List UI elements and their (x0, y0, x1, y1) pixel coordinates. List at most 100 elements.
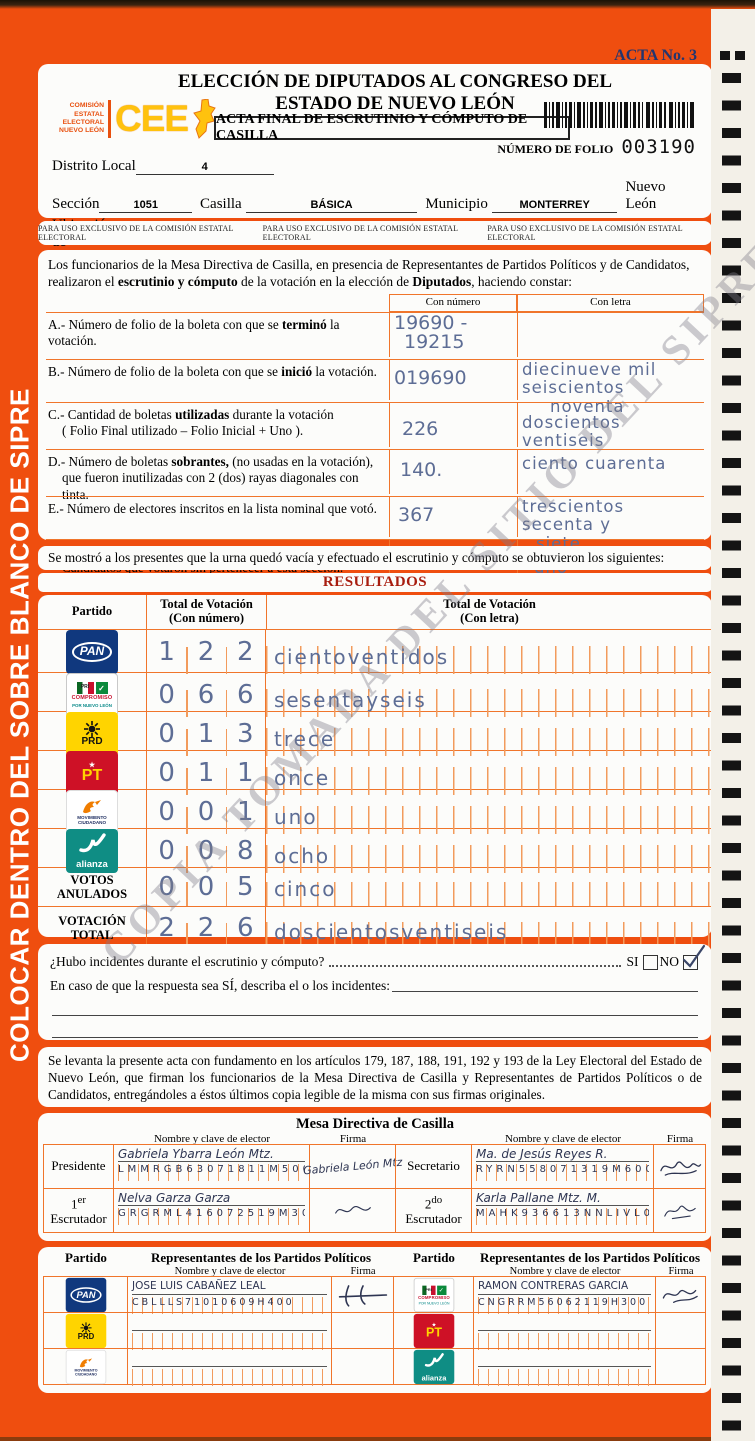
pri-rep-nombre-cell: RAMON CONTRERAS GARCIA CNGRRM56062119H30… (473, 1276, 656, 1314)
votacion-total-label: VOTACIÓN TOTAL (58, 913, 126, 942)
anulados-votes-letra: cinco (266, 868, 712, 906)
votos-anulados-label: VOTOS ANULADOS (56, 872, 128, 901)
exclusive-use-text: PARA USO EXCLUSIVO DE LA COMISIÓN ESTATA… (487, 224, 683, 242)
prd-rep-nombre-cell (127, 1312, 332, 1350)
page-title: ELECCIÓN DE DIPUTADOS AL CONGRESO DEL ES… (177, 71, 613, 114)
signature-scribble (334, 1205, 371, 1214)
barcode (544, 102, 694, 128)
reps-header-row2: Nombre y clave de elector Firma Nombre y… (44, 1266, 706, 1277)
intro-paragraph: Los funcionarios de la Mesa Directiva de… (48, 257, 690, 290)
incidents-describe-row: En caso de que la respuesta sea SÍ, desc… (50, 978, 700, 994)
secretario-nombre-cell: Ma. de Jesús Reyes R. RYRN558071319M600 (471, 1144, 654, 1189)
item-e-label: E.- Número de electores inscritos en la … (46, 496, 389, 539)
col-con-letra: Total de Votación (Con letra) (266, 595, 712, 629)
reps-col-title2: Representantes de los Partidos Políticos (479, 1250, 701, 1265)
movimiento-ciudadano-logo-icon: MOVIMIENTO CIUDADANO (65, 1349, 106, 1384)
item-a-label: A.- Número de folio de la boleta con que… (46, 312, 389, 359)
cee-acronym: CEE (115, 98, 189, 139)
representantes-panel: Partido Representantes de los Partidos P… (38, 1247, 712, 1393)
pri-rep-firma-cell (655, 1276, 706, 1313)
alianza-logo-icon: alianza (66, 829, 118, 873)
binding-dashes (722, 73, 741, 1431)
mesa-col-firma: Firma (339, 1133, 367, 1145)
pan-logo-icon: PAN (65, 1277, 106, 1312)
total-votes-letra: doscientosventiseis (266, 907, 712, 949)
punch-strip (711, 7, 755, 1441)
alianza-rep-nombre-cell (473, 1348, 656, 1386)
exclusive-use-text: PARA USO EXCLUSIVO DE LA COMISIÓN ESTATA… (38, 224, 234, 242)
item-e-number: 367 (389, 496, 517, 538)
secretario-label: Secretario (395, 1144, 472, 1189)
seccion-value: 1051 (99, 199, 193, 213)
escrutador2-label: 2do Escrutador (395, 1188, 472, 1233)
seccion-label: Sección (52, 196, 100, 212)
mc-rep-nombre-cell (127, 1348, 332, 1386)
item-b-letra: diecinueve mil seiscientos noventa (517, 359, 704, 415)
side-instruction-label: COLOCAR DENTRO DEL SOBRE BLANCO DE SIPRE (4, 388, 35, 1062)
results-title: RESULTADOS (322, 574, 428, 590)
con-numero-header: Con número (389, 294, 517, 313)
folio-row: NÚMERO DE FOLIO 003190 (497, 136, 696, 158)
mesa-col-firma2: Firma (666, 1133, 694, 1145)
item-c-number: 226 (389, 402, 517, 448)
item-c-label: C.- Cantidad de boletas utilizadas duran… (46, 402, 389, 449)
legal-text: Se levanta la presente acta con fundamen… (48, 1053, 702, 1103)
exclusive-use-strip: PARA USO EXCLUSIVO DE LA COMISIÓN ESTATA… (38, 221, 712, 245)
secretario-firma-cell (653, 1144, 706, 1189)
dotted-leader (329, 965, 622, 967)
movimiento-ciudadano-logo-icon: MOVIMIENTO CIUDADANO (66, 790, 118, 834)
mc-votes-letra: uno (266, 790, 712, 834)
distrito-value: 4 (135, 161, 274, 175)
si-label: SI (626, 954, 639, 969)
header-panel: ELECCIÓN DE DIPUTADOS AL CONGRESO DEL ES… (38, 64, 718, 284)
pt-rep-nombre-cell (473, 1312, 656, 1350)
pt-logo-icon: ★ PT (413, 1313, 454, 1348)
col-partido: Partido (71, 604, 113, 619)
prd-rep-firma-cell (331, 1312, 394, 1349)
reps-col-firma2: Firma (668, 1266, 694, 1277)
mesa-col-nombre2: Nombre y clave de elector (504, 1133, 622, 1145)
item-e-letra: trescientos secenta y siete (517, 496, 704, 552)
describe-label: En caso de que la respuesta sea SÍ, desc… (50, 978, 391, 993)
presidente-label: Presidente (43, 1144, 114, 1189)
item-d-number: 140. (389, 449, 517, 495)
municipio-label: Municipio (425, 196, 488, 212)
reps-grid: PAN JOSE LUIS CABAÑEZ LEAL CBLLLS7101060… (43, 1276, 706, 1386)
signature-scribble (659, 1160, 701, 1176)
item-c-letra: doscientos ventiseis (517, 402, 704, 450)
registration-marks (720, 51, 745, 60)
escrutador2-nombre-cell: Karla Pallane Mtz. M. MAHK936613NNLIVL06 (471, 1188, 654, 1233)
casilla-label: Casilla (200, 196, 242, 212)
mesa-col-nombre: Nombre y clave de elector (153, 1133, 271, 1145)
mesa-title: Mesa Directiva de Casilla (296, 1116, 454, 1132)
exclusive-use-text: PARA USO EXCLUSIVO DE LA COMISIÓN ESTATA… (262, 224, 458, 242)
pt-rep-firma-cell (655, 1312, 706, 1349)
item-d-label: D.- Número de boletas sobrantes, (no usa… (46, 449, 389, 502)
reps-col-firma: Firma (350, 1266, 376, 1277)
items-panel: Los funcionarios de la Mesa Directiva de… (38, 250, 712, 590)
no-checkbox[interactable] (682, 944, 706, 970)
cee-logo: COMISIÓN ESTATAL ELECTORAL NUEVO LEÓN CE… (50, 98, 216, 140)
results-panel: Partido Total de Votación (Con número) To… (38, 595, 712, 949)
mesa-header-row: Nombre y clave de elector Firma Nombre y… (44, 1133, 706, 1145)
nuevo-leon-shape-icon (193, 99, 216, 139)
distrito-label: Distrito Local (52, 158, 136, 174)
signature-scribble (663, 1205, 696, 1219)
escrutador1-firma-cell (309, 1188, 396, 1233)
results-title-strip: RESULTADOS (38, 573, 712, 592)
si-checkbox[interactable] (642, 955, 658, 970)
scan-edge-top (0, 0, 755, 9)
casilla-value: BÁSICA (245, 199, 418, 213)
results-header-row: Partido Total de Votación (Con número) To… (38, 595, 712, 629)
blank-line (52, 1016, 698, 1038)
